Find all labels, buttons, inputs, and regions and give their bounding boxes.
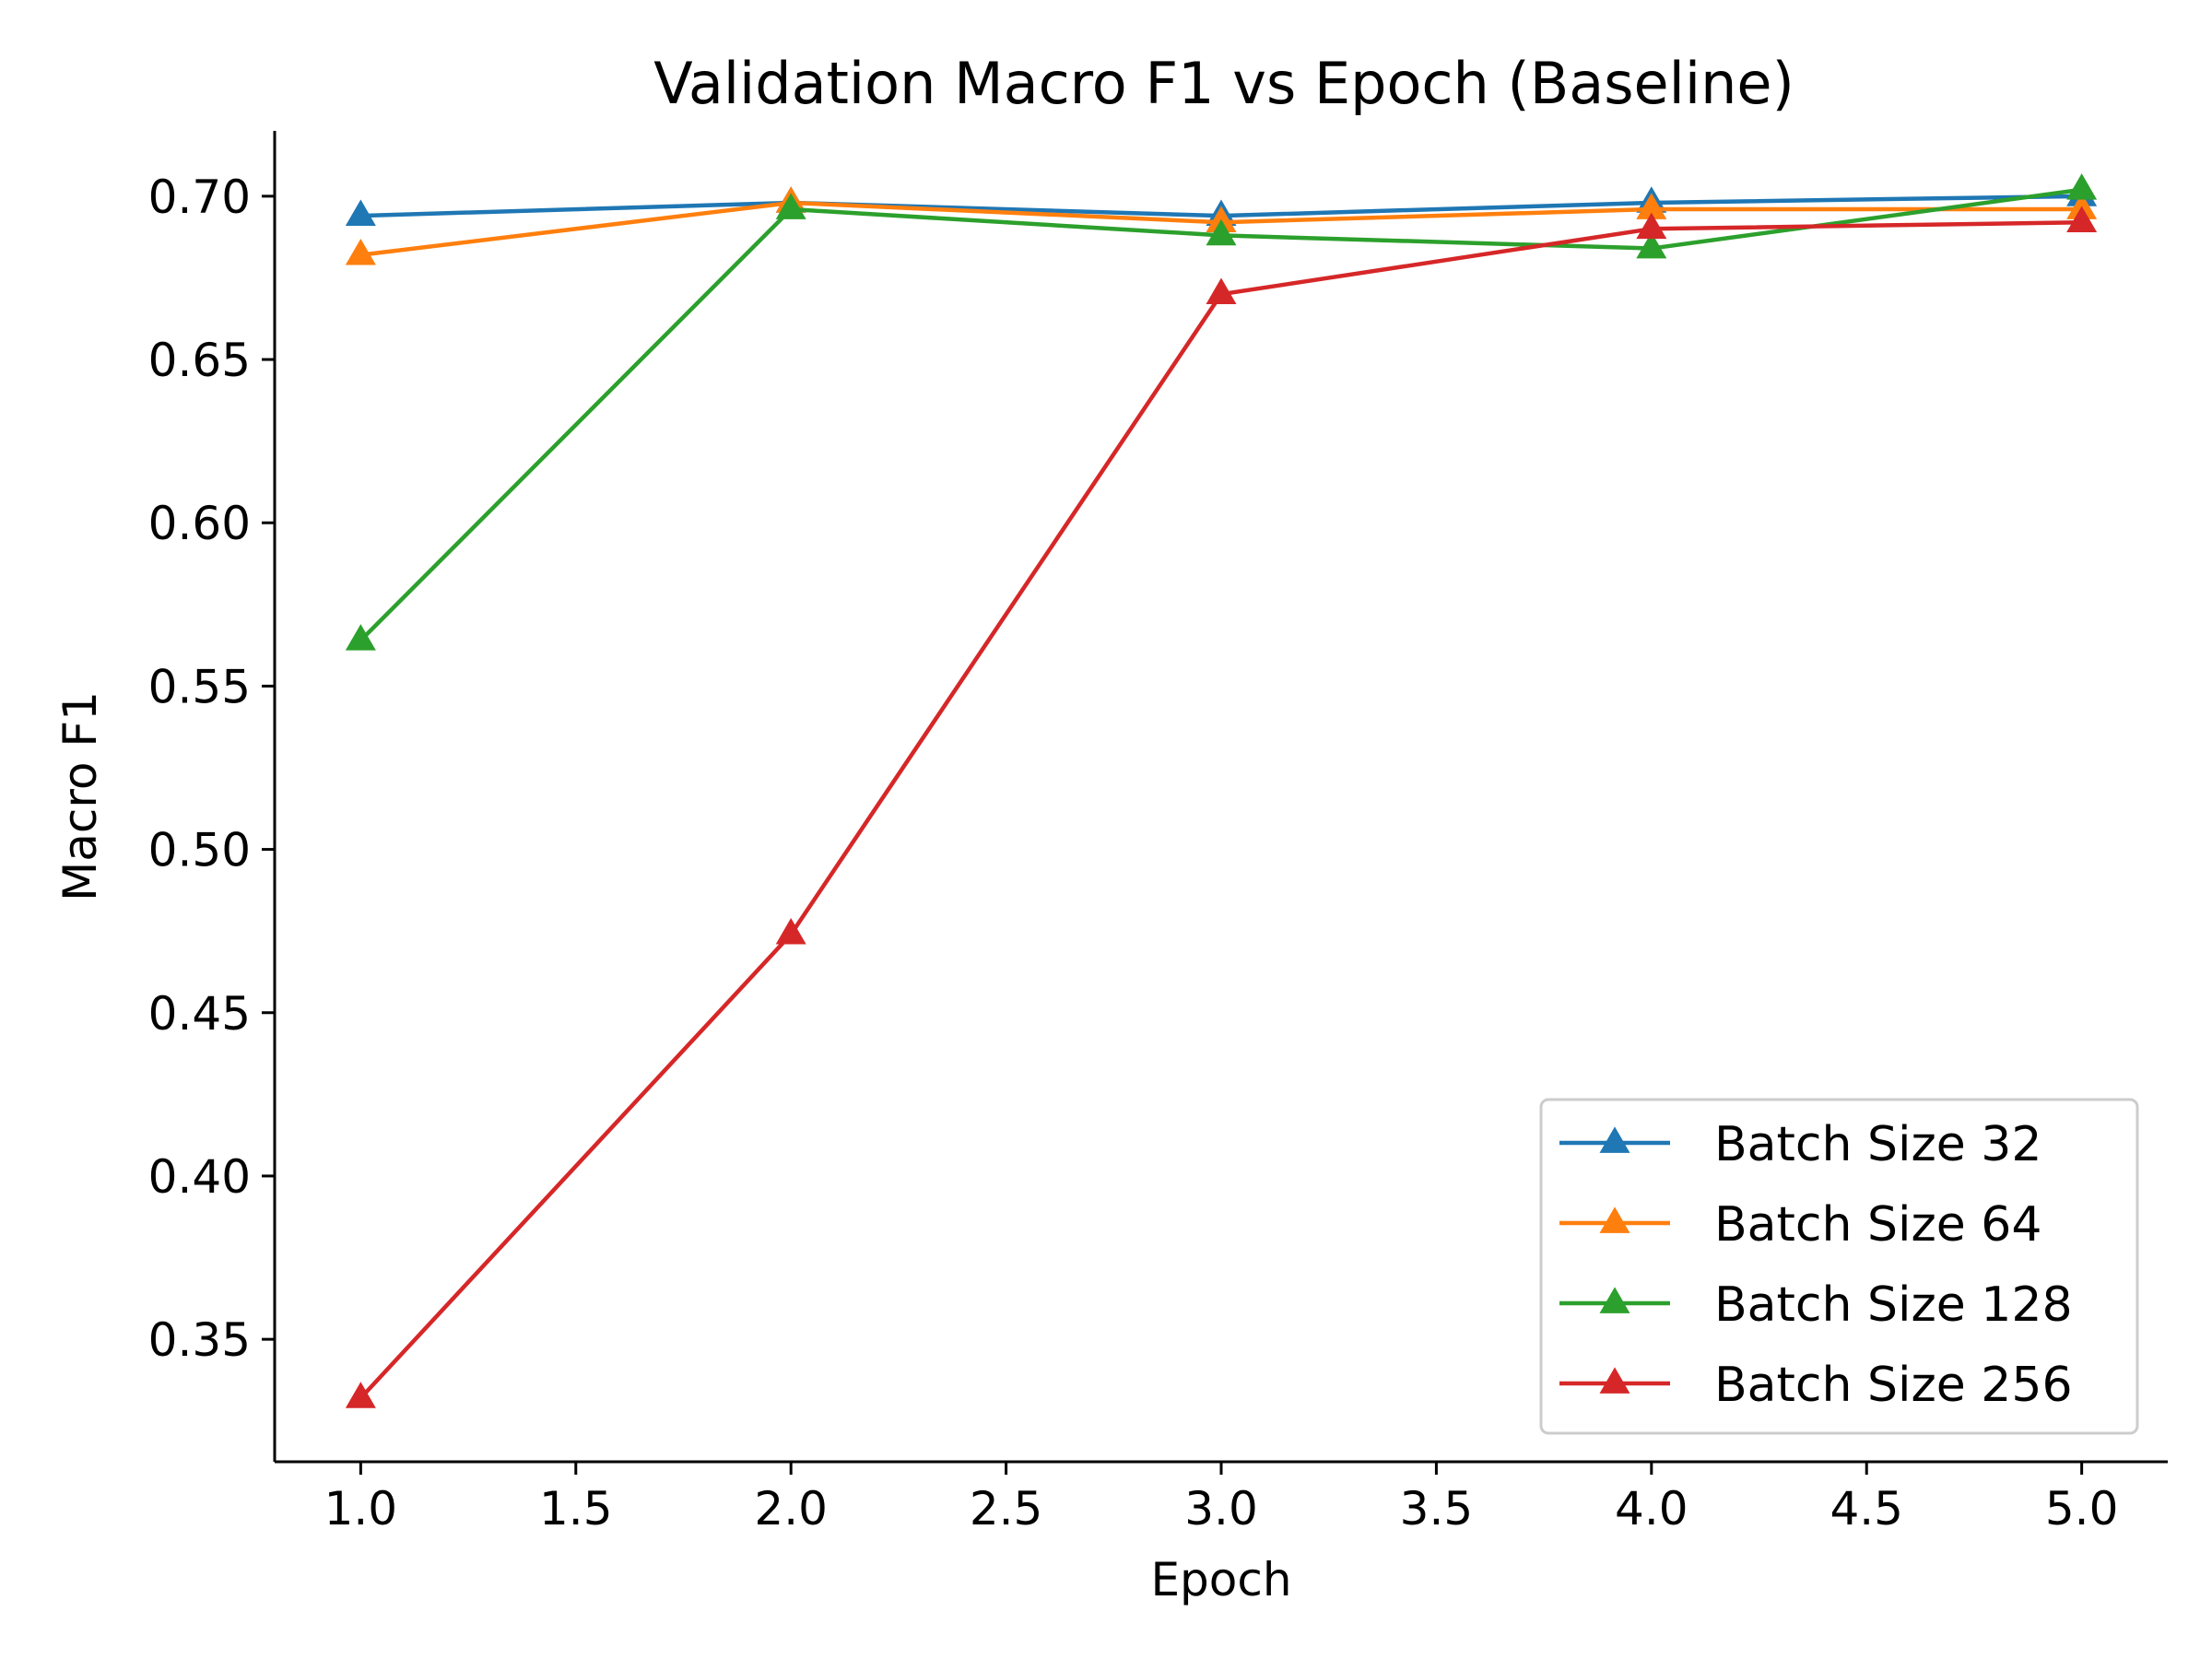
y-tick-label: 0.70 <box>148 171 251 224</box>
y-tick-label: 0.55 <box>148 660 251 713</box>
data-point-marker <box>775 918 806 945</box>
x-tick-label: 4.5 <box>1830 1482 1903 1535</box>
x-tick-label: 2.5 <box>970 1482 1043 1535</box>
x-tick-label: 5.0 <box>2045 1482 2119 1535</box>
legend: Batch Size 32 Batch Size 64 Batch Size 128… <box>1539 1098 2139 1435</box>
legend-marker <box>1599 1126 1630 1153</box>
series-3 <box>345 173 2098 651</box>
legend-items: Batch Size 32 Batch Size 64 Batch Size 128… <box>1559 1117 2073 1413</box>
legend-marker <box>1599 1367 1630 1394</box>
x-tick-label: 3.5 <box>1400 1482 1474 1535</box>
y-ticks: 0.35 0.40 0.45 0.50 0.55 0.60 0.65 0.70 <box>148 171 275 1367</box>
data-point-marker <box>1636 212 1667 240</box>
y-tick-label: 0.60 <box>148 497 251 550</box>
chart-title: Validation Macro F1 vs Epoch (Baseline) <box>653 50 1794 117</box>
series-4 <box>345 206 2098 1408</box>
data-point-marker <box>345 238 376 265</box>
data-point-marker <box>2066 206 2098 233</box>
legend-box <box>1539 1098 2139 1435</box>
data-point-marker <box>1636 231 1667 259</box>
data-point-marker <box>1206 277 1237 305</box>
data-point-marker <box>2066 173 2098 200</box>
legend-label: Batch Size 128 <box>1714 1277 2073 1333</box>
data-point-marker <box>775 193 806 219</box>
data-point-marker <box>345 199 376 226</box>
y-tick-label: 0.45 <box>148 987 251 1041</box>
y-tick-label: 0.40 <box>148 1150 251 1204</box>
x-tick-label: 1.0 <box>324 1482 398 1535</box>
data-point-marker <box>345 624 376 651</box>
y-tick-label: 0.35 <box>148 1313 251 1367</box>
data-point-marker <box>1636 193 1667 219</box>
series-group <box>345 173 2098 1408</box>
x-tick-label: 3.0 <box>1184 1482 1258 1535</box>
x-ticks: 1.0 1.5 2.0 2.5 3.0 3.5 4.0 4.5 5.0 <box>324 1462 2119 1535</box>
legend-marker <box>1599 1287 1630 1313</box>
x-tick-label: 1.5 <box>539 1482 613 1535</box>
legend-marker <box>1599 1206 1630 1233</box>
legend-label: Batch Size 256 <box>1714 1358 2073 1413</box>
x-tick-label: 4.0 <box>1615 1482 1688 1535</box>
x-tick-label: 2.0 <box>754 1482 828 1535</box>
legend-label: Batch Size 32 <box>1714 1117 2041 1172</box>
y-axis-label: Macro F1 <box>53 691 107 901</box>
legend-label: Batch Size 64 <box>1714 1197 2041 1253</box>
x-axis-label: Epoch <box>1150 1553 1291 1606</box>
data-point-marker <box>1206 218 1237 246</box>
y-tick-label: 0.50 <box>148 824 251 877</box>
y-tick-label: 0.65 <box>148 334 251 387</box>
plot-area: 1.0 1.5 2.0 2.5 3.0 3.5 4.0 4.5 5.0 0.35 0.40 0.45… <box>148 131 2168 1535</box>
data-point-marker <box>345 1382 376 1408</box>
